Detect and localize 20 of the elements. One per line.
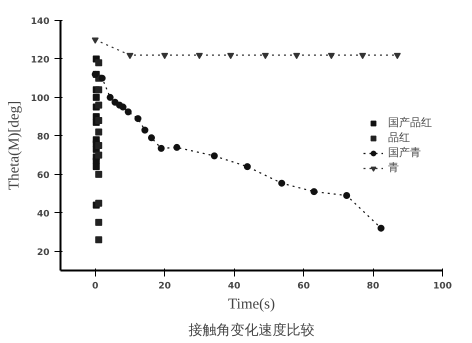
text: 接触角变化速度比较 [188, 322, 314, 338]
x-tick-label: 80 [366, 282, 380, 292]
y-tick-label: 80 [36, 132, 50, 142]
legend-label: 国产青 [388, 145, 421, 160]
x-axis-title: Time(s) [228, 296, 275, 312]
x-tick-label: 60 [297, 282, 310, 292]
x-tick-label: 100 [433, 282, 452, 292]
y-tick-label: 100 [30, 94, 50, 104]
y-tick-label: 40 [36, 209, 50, 220]
y-tick-label: 20 [36, 248, 50, 258]
y-tick-label: 60 [36, 170, 50, 181]
x-tick-label: 0 [92, 282, 98, 292]
x-tick-label: 40 [228, 282, 240, 292]
legend-label: 品红 [388, 130, 410, 145]
legend-label: 国产品红 [388, 115, 432, 130]
x-tick-label: 20 [158, 282, 171, 292]
legend-label: 青 [388, 160, 400, 175]
y-tick-label: 120 [30, 55, 50, 66]
y-tick-label: 140 [30, 17, 50, 27]
y-axis-title: Theta(M)[deg] [6, 100, 23, 190]
